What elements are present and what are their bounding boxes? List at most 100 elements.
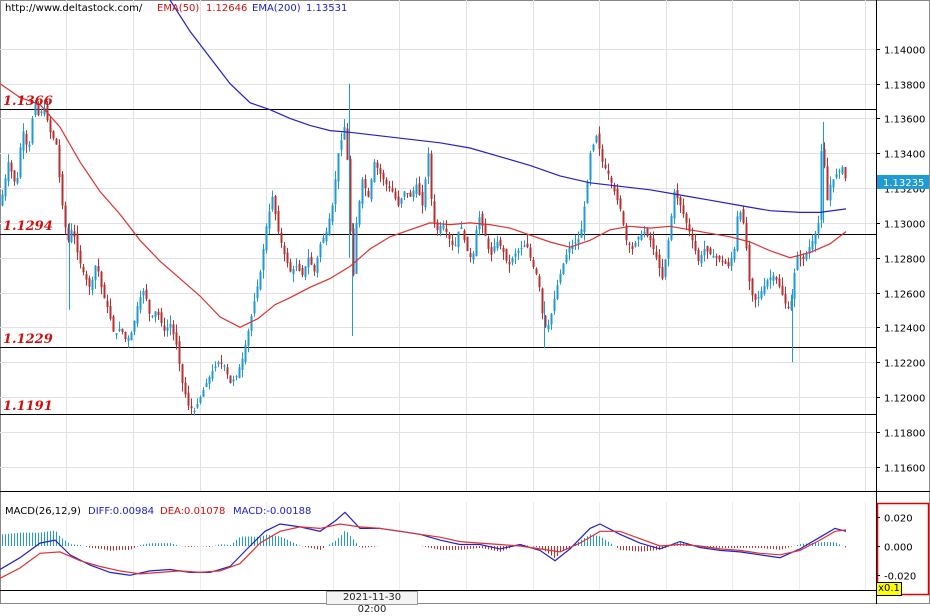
candle-body: [79, 250, 82, 264]
candle-body: [16, 177, 19, 184]
candle-body: [505, 248, 508, 261]
candle-body: [217, 362, 220, 365]
candle-body: [574, 242, 577, 244]
candle-body: [655, 251, 658, 258]
candle-body: [313, 264, 316, 272]
candle-body: [469, 252, 472, 258]
candle-body: [154, 311, 157, 318]
candle-body: [97, 266, 100, 272]
candle-body: [124, 332, 127, 339]
candle-body: [526, 243, 529, 248]
candle-body: [403, 191, 406, 197]
candle-body: [103, 284, 106, 299]
candle-body: [112, 316, 115, 332]
candle-body: [643, 231, 646, 234]
candle-body: [598, 133, 601, 149]
price-tick-label: 1.11600: [884, 464, 925, 475]
crosshair-time-label: 2021-11-30 02:00: [326, 591, 418, 615]
candle-body: [742, 209, 745, 223]
candle-body: [445, 228, 448, 233]
candle-body: [88, 278, 91, 287]
candle-body: [757, 297, 760, 299]
candle-body: [712, 255, 715, 258]
level-label-1-1294: 1.1294: [3, 218, 53, 234]
candle-body: [283, 245, 286, 255]
candle-body: [544, 315, 547, 327]
candle-body: [316, 257, 319, 273]
candle-body: [184, 382, 187, 395]
candle-body: [514, 253, 517, 257]
candle-body: [670, 215, 673, 240]
candle-body: [691, 234, 694, 241]
candle-body: [91, 279, 94, 291]
candle-body: [181, 364, 184, 384]
candle-body: [370, 179, 373, 200]
ema200-line: [169, 0, 847, 213]
macd-scale-button[interactable]: x0.1: [876, 582, 902, 596]
level-label-1-1229: 1.1229: [3, 331, 53, 347]
candle-body: [187, 392, 190, 406]
candle-body: [277, 210, 280, 232]
candle-body: [70, 229, 73, 243]
ema200-label: EMA(200): [252, 3, 301, 14]
candle-body: [379, 168, 382, 175]
candle-body: [22, 131, 25, 151]
candle-body: [484, 224, 487, 236]
candle-body: [232, 379, 235, 382]
candle-body: [94, 265, 97, 281]
candle-body: [730, 257, 733, 267]
candle-body: [700, 255, 703, 264]
candle-body: [343, 127, 346, 140]
source-url[interactable]: http://www.deltastock.com/: [5, 3, 143, 14]
candle-body: [592, 144, 595, 151]
candle-body: [34, 104, 37, 116]
candle-body: [772, 275, 775, 281]
candle-body: [205, 383, 208, 387]
candle-body: [682, 205, 685, 215]
candle-body: [319, 243, 322, 258]
candle-body: [685, 213, 688, 223]
candle-body: [409, 192, 412, 197]
candle-body: [586, 181, 589, 204]
ema200-value: 1.13531: [306, 3, 348, 14]
candle-body: [709, 248, 712, 255]
macd-diff-line: [0, 511, 847, 576]
candle-body: [775, 277, 778, 280]
candle-body: [25, 134, 28, 145]
macd-diff: DIFF:0.00984: [88, 506, 155, 517]
ema50-value: 1.12646: [206, 3, 248, 14]
candle-body: [373, 161, 376, 183]
level-label-1-1366: 1.1366: [3, 93, 53, 109]
candle-body: [136, 306, 139, 324]
candle-body: [433, 201, 436, 223]
candle-body: [766, 280, 769, 287]
candle-body: [814, 233, 817, 245]
candle-body: [607, 170, 610, 175]
candle-body: [235, 376, 238, 378]
candle-body: [805, 253, 808, 260]
candle-body: [115, 333, 118, 335]
candle-body: [412, 190, 415, 197]
current-price-label: 1.13235: [883, 178, 924, 189]
candle-body: [106, 300, 109, 308]
candle-body: [649, 235, 652, 241]
candle-body: [664, 259, 667, 277]
candle-body: [487, 238, 490, 249]
candle-body: [796, 255, 799, 271]
candle-body: [37, 104, 40, 115]
candle-body: [841, 167, 844, 174]
candle-body: [166, 327, 169, 331]
candle-body: [118, 328, 121, 331]
candle-body: [7, 161, 10, 182]
candle-body: [163, 325, 166, 331]
candle-body: [202, 390, 205, 397]
candle-body: [241, 358, 244, 370]
candle-body: [646, 228, 649, 236]
macd-dea: DEA:0.01078: [160, 506, 226, 517]
candle-body: [328, 218, 331, 236]
candle-body: [625, 225, 628, 241]
candle-body: [517, 250, 520, 253]
candle-body: [421, 191, 424, 206]
candle-body: [76, 233, 79, 253]
